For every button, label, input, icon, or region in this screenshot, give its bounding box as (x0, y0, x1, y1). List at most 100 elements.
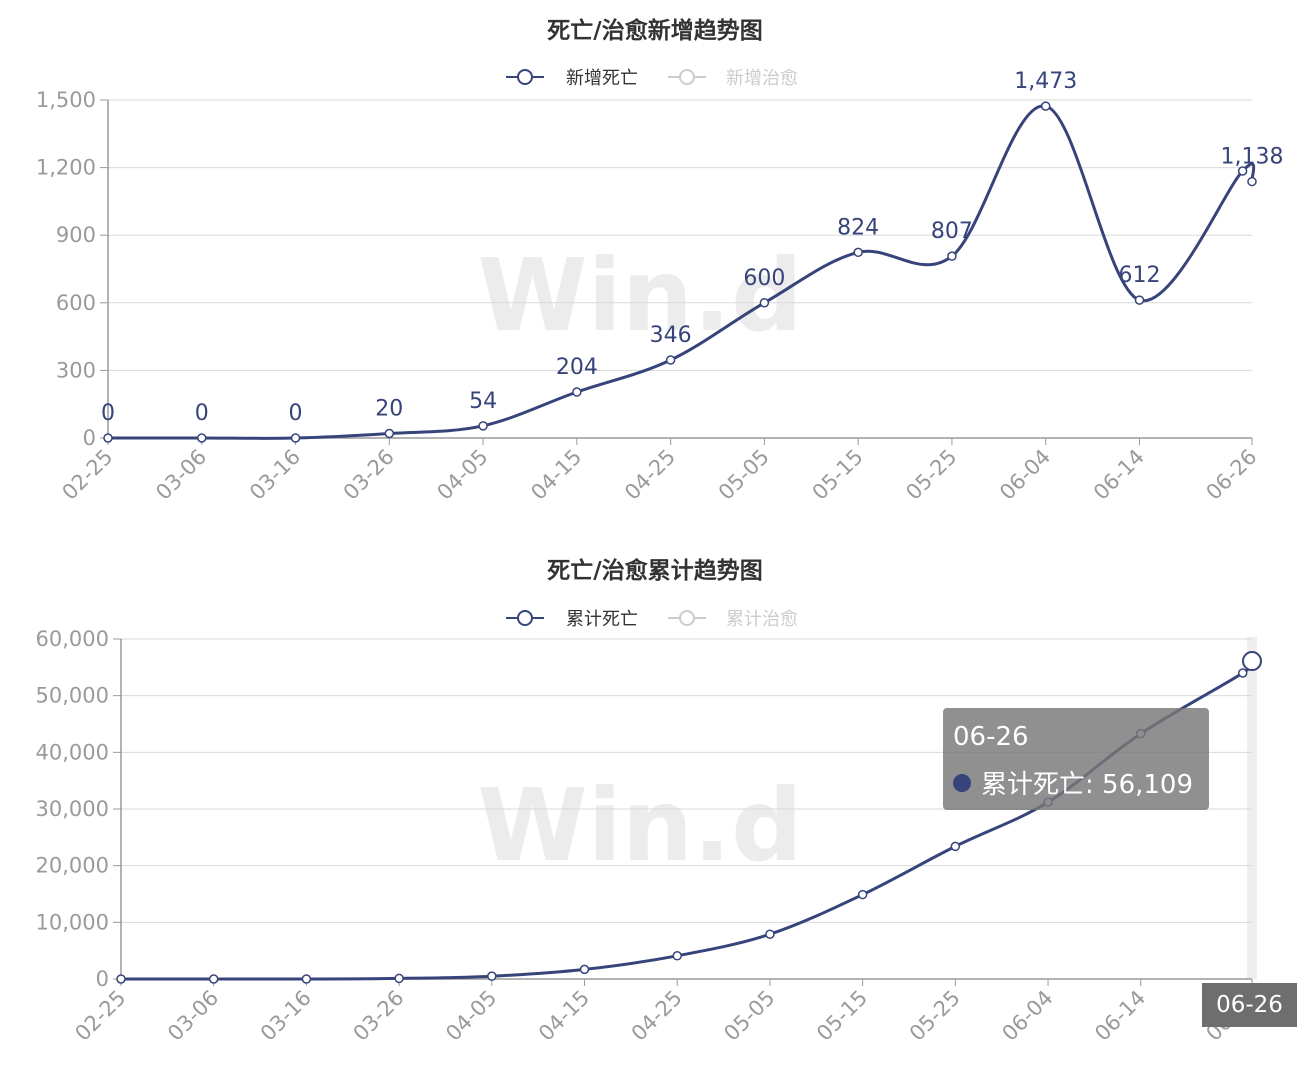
legend-item-cumulative-cured[interactable]: 累计治愈 (668, 609, 798, 630)
x-tick-label: 06-04 (997, 986, 1057, 1046)
tooltip: 06-26 累计死亡: 56,109 (943, 708, 1209, 810)
axis-pointer-label: 06-26 (1202, 983, 1297, 1027)
tooltip-row: 累计死亡: 56,109 (953, 764, 1193, 801)
data-label: 824 (837, 215, 879, 240)
x-tick-label: 05-05 (714, 445, 774, 505)
data-point[interactable] (672, 951, 682, 961)
legend-label-cumulative-cured: 累计治愈 (726, 609, 798, 630)
x-tick-label: 06-14 (1090, 986, 1150, 1046)
axis-pointer-shadow (1247, 637, 1257, 979)
x-tick-label: 03-26 (339, 445, 399, 505)
data-point[interactable] (301, 974, 312, 984)
data-point[interactable] (572, 387, 582, 397)
x-tick-label: 06-04 (995, 445, 1055, 505)
legend-daily: 新增死亡 新增治愈 (506, 68, 798, 89)
data-point[interactable] (947, 251, 957, 261)
data-point[interactable] (579, 964, 590, 975)
data-label: 1,138 (1221, 145, 1284, 170)
data-label: 1,473 (1014, 69, 1077, 94)
legend-label-daily-cured: 新增治愈 (726, 68, 798, 89)
x-tick-label: 05-05 (719, 986, 779, 1046)
x-tick-label: 03-16 (256, 986, 316, 1046)
y-tick-label: 60,000 (36, 627, 109, 651)
tooltip-date: 06-26 (953, 722, 1029, 752)
x-tick-label: 04-15 (534, 986, 594, 1046)
y-tick-label: 1,500 (36, 88, 96, 112)
data-point[interactable] (665, 355, 676, 365)
data-label: 600 (743, 266, 785, 291)
x-tick-label: 04-25 (627, 986, 687, 1046)
data-label: 0 (195, 401, 209, 426)
x-tick-label: 05-15 (812, 986, 872, 1046)
chart-title-cumulative: 死亡/治愈累计趋势图 (547, 557, 762, 584)
tooltip-text: 累计死亡: 56,109 (981, 770, 1193, 800)
x-tick-label: 05-25 (905, 986, 965, 1046)
watermark-cumulative: Win.d (477, 767, 802, 884)
data-point[interactable] (208, 974, 219, 984)
data-point[interactable] (116, 974, 126, 984)
data-point[interactable] (384, 428, 395, 439)
y-tick-label: 0 (83, 426, 96, 450)
x-tick-label: 06-26 (1201, 445, 1261, 505)
data-point[interactable] (765, 929, 775, 939)
tooltip-series-marker (953, 774, 971, 792)
x-tick-label: 05-15 (808, 445, 868, 505)
data-point[interactable] (197, 433, 207, 443)
x-tick-label: 03-06 (151, 445, 211, 505)
data-point[interactable] (1247, 176, 1257, 187)
x-tick-label: 04-15 (526, 445, 586, 505)
y-tick-label: 50,000 (36, 684, 109, 708)
y-tick-label: 0 (96, 967, 109, 991)
x-tick-label: 06-14 (1089, 445, 1149, 505)
data-point[interactable] (950, 841, 961, 852)
data-point[interactable] (1237, 166, 1248, 176)
chart-title-daily: 死亡/治愈新增趋势图 (547, 17, 762, 44)
y-tick-label: 900 (56, 223, 96, 247)
x-tick-label: 04-25 (620, 445, 680, 505)
y-tick-label: 600 (56, 291, 96, 315)
y-tick-label: 10,000 (36, 910, 109, 934)
data-point[interactable] (857, 889, 868, 900)
x-tick-label: 04-05 (441, 986, 501, 1046)
data-point[interactable] (487, 971, 497, 981)
data-point[interactable] (394, 973, 404, 984)
x-tick-label: 05-25 (901, 445, 961, 505)
legend-item-daily-deaths[interactable]: 新增死亡 (506, 68, 638, 89)
y-tick-label: 300 (56, 358, 96, 382)
y-tick-label: 40,000 (36, 740, 109, 764)
data-label: 612 (1118, 263, 1160, 288)
data-point[interactable] (103, 433, 113, 443)
data-label: 20 (375, 396, 403, 421)
data-label: 346 (650, 323, 692, 348)
data-point[interactable] (478, 421, 488, 431)
data-point[interactable] (1237, 668, 1248, 678)
y-tick-label: 1,200 (36, 156, 96, 180)
y-tick-label: 30,000 (36, 797, 109, 821)
legend-item-daily-cured[interactable]: 新增治愈 (668, 68, 798, 89)
data-point[interactable] (853, 247, 863, 258)
x-tick-label: 03-16 (245, 445, 305, 505)
x-tick-label: 02-25 (70, 986, 130, 1046)
x-tick-label: 03-06 (163, 986, 223, 1046)
data-point[interactable] (1040, 101, 1051, 111)
data-point[interactable] (1242, 651, 1262, 672)
x-tick-label: 02-25 (57, 445, 117, 505)
data-point[interactable] (759, 298, 770, 308)
data-label: 0 (101, 401, 115, 426)
legend-cumulative: 累计死亡 累计治愈 (506, 609, 798, 630)
data-label: 54 (469, 389, 497, 414)
legend-item-cumulative-deaths[interactable]: 累计死亡 (506, 609, 638, 630)
data-label: 807 (931, 219, 973, 244)
data-label: 0 (289, 401, 303, 426)
legend-label-cumulative-deaths: 累计死亡 (566, 609, 638, 630)
daily-chart: 死亡/治愈新增趋势图 新增死亡 新增治愈 Win.d 03006009001,2… (36, 17, 1284, 505)
y-tick-label: 20,000 (36, 854, 109, 878)
x-tick-label: 04-05 (432, 445, 492, 505)
legend-label-daily-deaths: 新增死亡 (566, 68, 638, 89)
data-point[interactable] (290, 433, 301, 443)
data-point[interactable] (1134, 295, 1145, 305)
x-tick-label: 03-26 (349, 986, 409, 1046)
watermark-daily: Win.d (477, 237, 802, 354)
data-label: 204 (556, 355, 598, 380)
